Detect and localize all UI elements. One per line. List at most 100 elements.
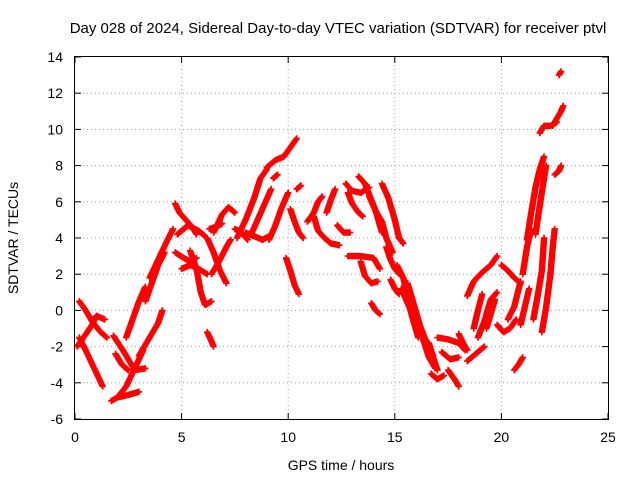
y-tick-label: 14 — [47, 49, 63, 65]
y-tick-label: 2 — [55, 266, 63, 282]
series-arc37 — [344, 189, 367, 220]
series-arc30 — [287, 205, 307, 242]
series-arc58 — [470, 290, 486, 332]
series-arc41 — [368, 299, 384, 318]
series-arc11 — [146, 225, 177, 282]
series-arc35 — [334, 222, 354, 236]
data-point — [208, 298, 215, 305]
series-arc70 — [538, 225, 558, 336]
series-arc57 — [464, 252, 501, 300]
series-arc10 — [142, 249, 168, 305]
data-point — [227, 236, 234, 244]
x-tick-label: 25 — [600, 429, 616, 445]
series-arc67 — [523, 153, 548, 244]
series-arc72 — [549, 102, 567, 129]
data-point — [169, 225, 177, 233]
series-arc21 — [206, 220, 226, 233]
series-arc54 — [444, 366, 462, 390]
series-arc34 — [323, 185, 339, 216]
x-tick-label: 10 — [280, 429, 296, 445]
series-arc16 — [186, 247, 215, 309]
y-tick-label: 8 — [55, 158, 63, 174]
series-arc05 — [110, 332, 149, 374]
data-point — [557, 162, 565, 169]
y-tick-label: 6 — [55, 194, 63, 210]
series-arc45 — [387, 276, 403, 298]
series-arc06 — [112, 350, 132, 374]
data-point — [210, 343, 217, 350]
series-arc51 — [427, 370, 448, 383]
series-arc56 — [464, 343, 488, 365]
series-arc39 — [344, 252, 384, 272]
y-tick-label: -2 — [51, 339, 64, 355]
data-point — [135, 388, 143, 396]
data-point — [218, 220, 226, 227]
series-arc60 — [483, 296, 499, 332]
plot-frame — [74, 56, 609, 420]
series-arc09 — [135, 307, 166, 359]
y-tick-label: -6 — [51, 411, 64, 427]
data-point — [336, 242, 343, 249]
data-point — [480, 344, 487, 351]
data-point — [299, 234, 307, 242]
y-tick-label: 12 — [47, 85, 63, 101]
data-point — [491, 296, 499, 303]
series-arc50 — [425, 339, 441, 374]
data-point — [231, 209, 239, 216]
series-arc02 — [73, 312, 109, 350]
data-point — [223, 280, 230, 287]
data-point — [560, 102, 567, 110]
data-point — [517, 278, 524, 285]
series-arc20 — [210, 204, 239, 236]
series-arc13 — [174, 222, 209, 240]
data-point — [464, 347, 471, 354]
data-point — [99, 383, 106, 390]
data-point — [267, 185, 275, 193]
data-point — [295, 290, 303, 298]
series-arc07 — [122, 283, 149, 341]
series-arc43 — [378, 180, 407, 247]
data-point — [400, 240, 407, 247]
series-arc69 — [532, 162, 550, 238]
data-point — [481, 343, 488, 350]
data-point — [493, 252, 501, 260]
data-point — [540, 234, 548, 242]
series-arc73 — [551, 162, 565, 178]
series-arc28 — [270, 171, 281, 182]
series-arc27 — [265, 189, 292, 244]
data-point — [297, 182, 305, 189]
data-point — [479, 290, 486, 298]
series-arc24 — [233, 166, 271, 242]
data-point — [101, 316, 109, 323]
data-point — [125, 366, 132, 374]
series-arc33 — [310, 213, 343, 249]
data-point — [542, 162, 550, 169]
data-point — [434, 366, 441, 374]
data-point — [525, 285, 533, 292]
y-tick-labels: -6 -4 -2 0 2 4 6 8 10 12 14 — [47, 49, 63, 427]
series-arc03 — [76, 334, 106, 390]
series-arc40 — [357, 258, 381, 287]
data-point — [540, 153, 548, 160]
series-arc26 — [263, 135, 300, 171]
data-point — [551, 225, 558, 233]
data-point — [374, 278, 381, 285]
data-point — [142, 365, 149, 372]
series-arc68 — [530, 234, 548, 323]
series-arc36 — [342, 180, 373, 196]
data-point — [359, 213, 367, 220]
series-arc55 — [455, 330, 471, 354]
data-point — [376, 310, 384, 318]
series-arc53 — [438, 348, 462, 363]
data-point — [557, 68, 565, 75]
y-tick-label: 4 — [55, 230, 63, 246]
x-tick-labels: 0 5 10 15 20 25 — [71, 429, 616, 445]
data-point — [513, 316, 520, 323]
x-tick-label: 15 — [387, 429, 403, 445]
data-point — [319, 193, 326, 200]
series-arc31 — [293, 182, 305, 193]
series-arc29 — [282, 254, 303, 298]
series-arc25 — [248, 185, 275, 236]
data-point — [455, 354, 462, 361]
